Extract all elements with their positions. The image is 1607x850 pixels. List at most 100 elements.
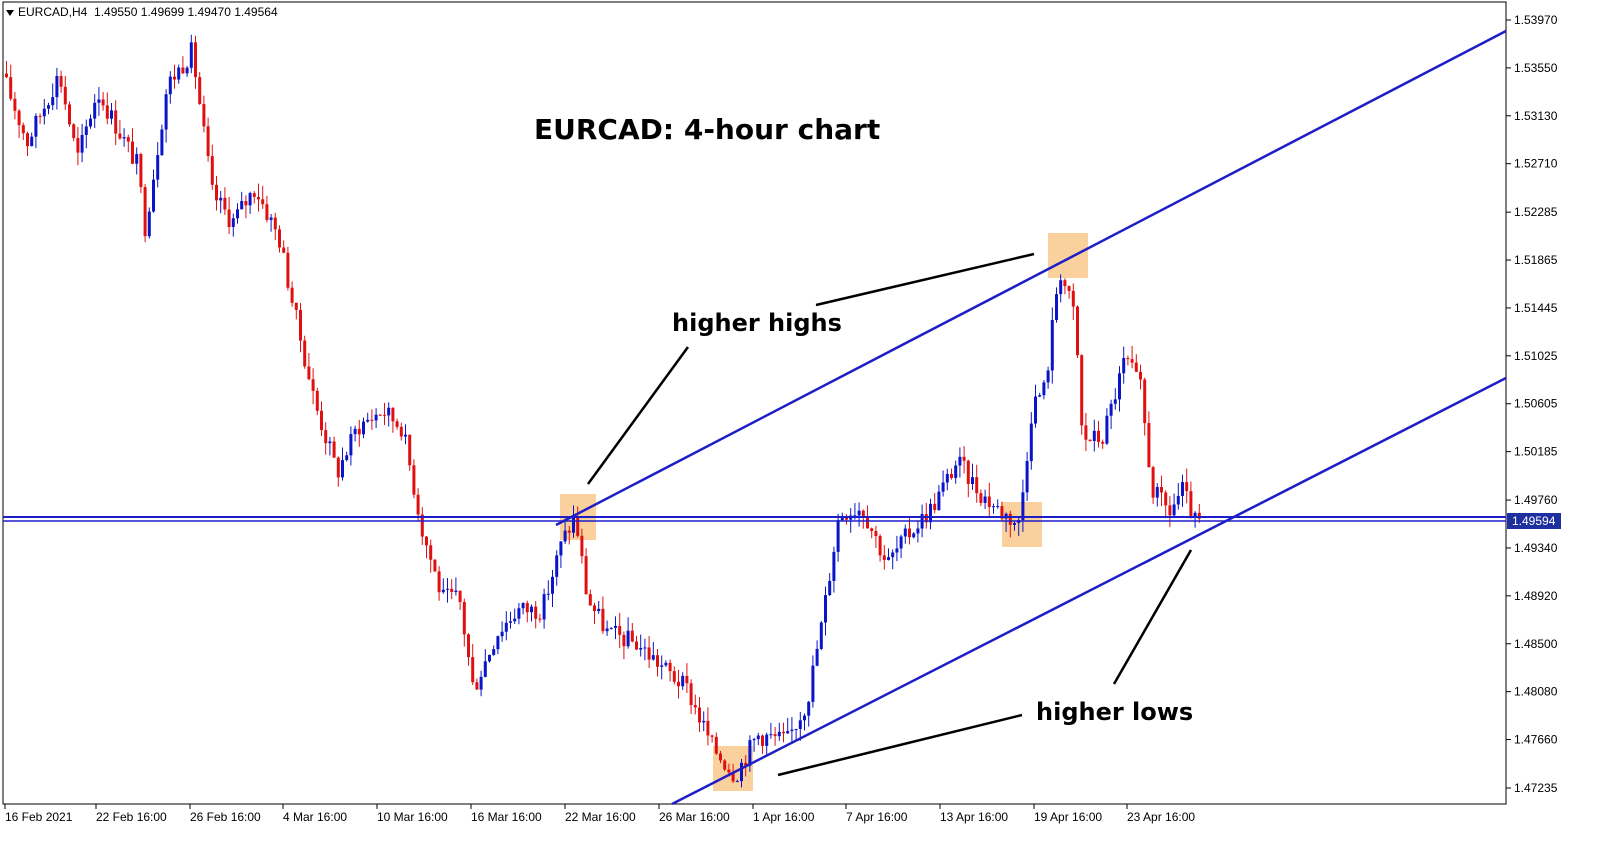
candle-bull xyxy=(786,731,790,734)
candle-bear xyxy=(987,496,991,508)
candle-bull xyxy=(34,115,38,137)
candle-bear xyxy=(593,605,596,612)
candle-bear xyxy=(282,247,286,253)
x-tick-label: 22 Mar 16:00 xyxy=(565,810,636,824)
candle-bull xyxy=(798,720,802,729)
x-tick-label: 1 Apr 16:00 xyxy=(753,810,815,824)
candle-bull xyxy=(1193,512,1197,518)
candle-bear xyxy=(17,110,21,126)
candle-bull xyxy=(803,715,806,721)
upper-channel-line[interactable] xyxy=(555,29,1507,527)
y-tick-label: 1.47660 xyxy=(1514,733,1558,747)
candle-bull xyxy=(681,675,685,687)
candle-bull xyxy=(1113,399,1117,404)
x-tick-label: 16 Feb 2021 xyxy=(5,810,73,824)
candle-bull xyxy=(269,217,273,220)
candle-bear xyxy=(908,528,911,538)
candle-bear xyxy=(1000,506,1004,519)
trendlines-group xyxy=(3,29,1507,806)
candle-bull xyxy=(853,515,857,517)
svg-text:1.49594: 1.49594 xyxy=(1512,514,1556,528)
candle-bull xyxy=(824,595,827,623)
candle-bear xyxy=(861,510,865,517)
candle-bull xyxy=(748,740,752,766)
candle-bear xyxy=(458,590,462,603)
candle-bull xyxy=(479,676,483,690)
candle-bull xyxy=(832,551,836,581)
candle-bull xyxy=(93,102,97,119)
y-tick-label: 1.50185 xyxy=(1514,445,1558,459)
pointer-line-hl-2 xyxy=(1112,549,1193,685)
candle-bull xyxy=(996,506,1000,508)
candle-bear xyxy=(244,201,248,206)
candle-bull xyxy=(626,630,630,647)
candle-bull xyxy=(446,588,449,590)
candle-bull xyxy=(769,734,773,736)
candle-bear xyxy=(714,736,718,754)
candle-bear xyxy=(1147,423,1151,468)
lower-channel-line[interactable] xyxy=(671,376,1507,806)
candle-bear xyxy=(525,603,529,613)
candle-bear xyxy=(126,137,130,142)
candle-bear xyxy=(962,456,966,461)
candle-bull xyxy=(374,414,378,421)
candle-bear xyxy=(278,229,281,248)
candle-bull xyxy=(147,211,151,237)
y-tick-label: 1.52710 xyxy=(1514,157,1558,171)
ohlc-open: 1.49550 xyxy=(94,5,138,19)
candle-bear xyxy=(471,657,475,683)
candle-bear xyxy=(429,545,433,560)
candle-bear xyxy=(416,494,420,515)
pointer-line-hl-1 xyxy=(777,713,1023,777)
candle-bull xyxy=(891,552,895,558)
candle-bear xyxy=(227,209,231,228)
candle-bear xyxy=(336,457,340,478)
candle-bear xyxy=(584,556,588,595)
pointer-line-hh-2 xyxy=(815,252,1035,307)
candle-bull xyxy=(231,218,235,228)
highlight-box xyxy=(1048,233,1088,278)
candle-bull xyxy=(1172,504,1176,516)
y-tick-label: 1.53130 xyxy=(1514,109,1558,123)
candle-bull xyxy=(840,515,844,521)
x-tick-label: 23 Apr 16:00 xyxy=(1127,810,1195,824)
candle-bear xyxy=(315,390,319,411)
candle-bear xyxy=(878,536,882,556)
candle-bull xyxy=(1109,403,1113,416)
candle-bull xyxy=(219,197,223,201)
candle-bull xyxy=(362,421,365,435)
candle-bear xyxy=(9,77,13,99)
candle-bear xyxy=(76,138,80,153)
candle-bear xyxy=(257,196,260,200)
candle-bear xyxy=(731,772,735,782)
candle-bull xyxy=(366,419,370,422)
candle-bull xyxy=(404,434,407,437)
symbol-label: EURCAD,H4 xyxy=(18,5,88,19)
candle-bull xyxy=(794,728,798,730)
candle-bear xyxy=(1189,491,1193,518)
candle-bull xyxy=(765,734,769,746)
candle-bear xyxy=(866,516,869,529)
candle-bull xyxy=(496,636,500,650)
dropdown-triangle-icon[interactable] xyxy=(6,9,14,16)
candle-bear xyxy=(68,104,71,125)
candle-bear xyxy=(215,184,218,201)
ohlc-low: 1.49470 xyxy=(187,5,231,19)
candle-bear xyxy=(307,366,311,380)
candle-bear xyxy=(1088,439,1092,441)
candle-bull xyxy=(1176,495,1180,505)
y-tick-label: 1.50605 xyxy=(1514,397,1558,411)
candle-bull xyxy=(454,590,458,593)
candle-bull xyxy=(236,209,239,219)
x-tick-label: 10 Mar 16:00 xyxy=(377,810,448,824)
candle-bull xyxy=(1025,461,1029,493)
candle-bull xyxy=(164,94,168,130)
y-tick-label: 1.53550 xyxy=(1514,61,1558,75)
candle-bull xyxy=(189,42,193,68)
plot-frame xyxy=(2,1,1507,805)
candle-bull xyxy=(387,407,391,416)
candle-bull xyxy=(530,606,533,613)
candle-bull xyxy=(1046,370,1050,383)
candle-bull xyxy=(572,516,575,533)
